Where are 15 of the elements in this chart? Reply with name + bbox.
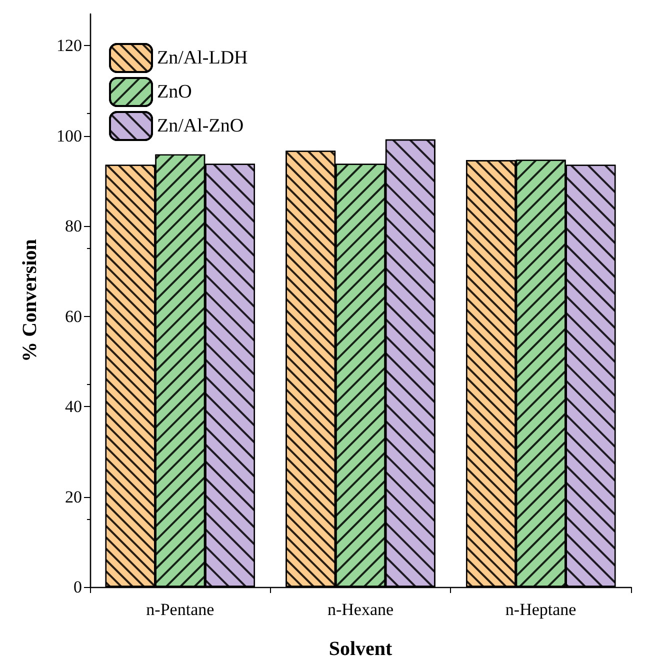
legend-label: Zn/Al-ZnO	[157, 116, 244, 136]
y-tick-label: 120	[56, 36, 82, 56]
legend-label: ZnO	[157, 82, 192, 102]
y-tick-label: 40	[65, 397, 82, 416]
legend-label: Zn/Al-LDH	[157, 48, 248, 68]
y-axis-title: % Conversion	[19, 239, 41, 362]
x-tick-label: n-Heptane	[505, 600, 576, 619]
y-tick-label: 100	[56, 126, 82, 146]
y-tick-label: 20	[65, 487, 82, 506]
y-tick-label: 60	[65, 306, 82, 326]
x-tick-label: n-Hexane	[327, 600, 394, 619]
y-tick-label: 0	[74, 578, 82, 596]
y-tick-label: 80	[65, 216, 82, 236]
x-axis-title: Solvent	[328, 638, 393, 660]
x-tick-label: n-Pentane	[146, 600, 214, 619]
